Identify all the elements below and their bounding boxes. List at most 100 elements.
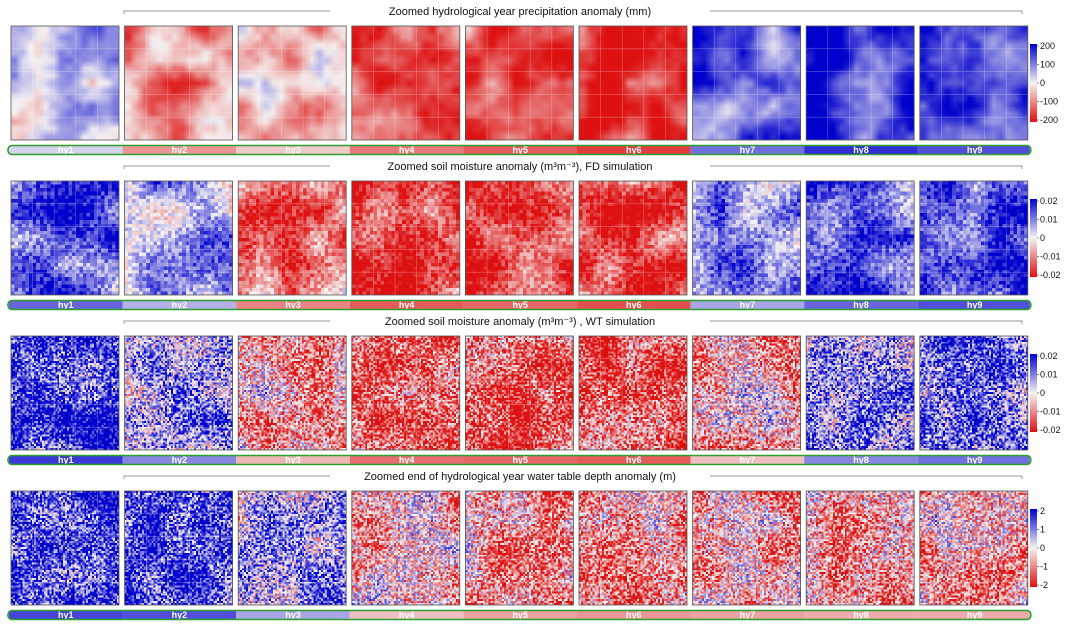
- panel-row-2: Zoomed soil moisture anomaly (m³m⁻³), FD…: [7, 161, 1061, 311]
- panel-title: Zoomed hydrological year precipitation a…: [389, 6, 651, 18]
- year-bar-segment-hy7: [690, 301, 805, 309]
- map-grid: [11, 181, 119, 295]
- map-grid: [579, 181, 687, 295]
- year-bar-segment-hy8: [804, 301, 918, 309]
- map-grid: [238, 181, 347, 295]
- year-label: hy4: [399, 300, 415, 310]
- year-bar-outline: [7, 454, 1032, 466]
- anomaly-map-hy1: [11, 26, 119, 140]
- title-bracket-right: [710, 165, 1023, 169]
- map-frame: [692, 25, 801, 141]
- legend-tick-label: 0: [1040, 78, 1045, 88]
- year-bar-segment-hy4: [349, 146, 464, 154]
- anomaly-map-hy7: [692, 181, 801, 295]
- year-label: hy4: [399, 455, 415, 465]
- anomaly-map-hy5: [465, 181, 574, 295]
- title-bracket-right: [710, 475, 1023, 479]
- year-bar-segment-hy4: [349, 456, 464, 464]
- year-bar-segment-hy4: [349, 301, 464, 309]
- map-grid: [692, 181, 801, 295]
- map-frame: [692, 490, 801, 606]
- year-bar-segment-hy6: [577, 456, 691, 464]
- map-frame: [10, 25, 120, 141]
- year-bar-segment-hy8: [804, 146, 918, 154]
- anomaly-map-hy6: [579, 26, 687, 140]
- map-grid: [351, 26, 460, 140]
- legend-tick-label: 200: [1040, 41, 1055, 51]
- legend-tick-label: 100: [1040, 60, 1055, 70]
- map-frame: [10, 490, 120, 606]
- legend-tick-label: 0.01: [1040, 370, 1058, 380]
- legend-tick-label: -0.01: [1040, 252, 1061, 262]
- map-grid: [351, 181, 460, 295]
- anomaly-map-hy4: [351, 336, 460, 450]
- legend-tick-label: 0.02: [1040, 351, 1058, 361]
- year-bar-segment-hy6: [577, 146, 691, 154]
- map-frame: [919, 490, 1029, 606]
- anomaly-map-hy1: [11, 336, 119, 450]
- map-frame: [805, 490, 915, 606]
- year-bar-segment-hy6: [577, 301, 691, 309]
- year-label: hy6: [626, 300, 642, 310]
- map-frame: [578, 25, 688, 141]
- year-bar-segment-hy9: [917, 301, 1030, 309]
- legend-tick-label: 0: [1040, 233, 1045, 243]
- anomaly-map-hy3: [238, 181, 347, 295]
- year-bar-outline: [7, 144, 1032, 156]
- year-label: hy2: [172, 300, 188, 310]
- map-frame: [124, 335, 233, 451]
- year-label: hy7: [740, 300, 756, 310]
- anomaly-map-hy3: [238, 26, 347, 140]
- year-label: hy5: [512, 455, 528, 465]
- year-label: hy5: [512, 145, 528, 155]
- year-bar-segment-hy9: [917, 146, 1030, 154]
- map-frame: [919, 180, 1029, 296]
- legend-tick-label: 0.01: [1040, 215, 1058, 225]
- year-bar-segment-hy2: [122, 456, 237, 464]
- anomaly-map-hy9: [919, 181, 1028, 295]
- legend-tick-label: -0.02: [1040, 425, 1061, 435]
- year-bar-segment-hy1: [9, 611, 123, 619]
- anomaly-map-hy1: [11, 181, 119, 295]
- anomaly-map-hy7: [692, 26, 801, 140]
- title-bracket-left: [123, 165, 330, 169]
- panel-title: Zoomed soil moisture anomaly (m³m⁻³), FD…: [388, 161, 653, 173]
- title-bracket-right: [710, 320, 1023, 324]
- year-label: hy4: [399, 145, 415, 155]
- legend-tick-label: 1: [1040, 525, 1045, 535]
- map-frame: [10, 335, 120, 451]
- year-bar-segment-hy5: [463, 301, 577, 309]
- year-label: hy2: [172, 610, 188, 620]
- title-bracket-left: [123, 475, 330, 479]
- year-bar-segment-hy1: [9, 146, 123, 154]
- anomaly-map-hy2: [124, 181, 233, 295]
- year-label: hy1: [58, 300, 74, 310]
- anomaly-map-hy9: [919, 336, 1028, 450]
- map-frame: [805, 335, 915, 451]
- year-label: hy1: [58, 145, 74, 155]
- anomaly-map-hy8: [806, 181, 915, 295]
- legend-tick-label: -200: [1040, 115, 1058, 125]
- map-frame: [578, 335, 688, 451]
- anomaly-map-hy4: [351, 26, 460, 140]
- year-label: hy2: [172, 455, 188, 465]
- year-bar-outline: [7, 299, 1032, 311]
- anomaly-map-hy9: [919, 491, 1028, 605]
- map-grid: [806, 181, 915, 295]
- map-frame: [464, 180, 574, 296]
- map-grid: [11, 336, 119, 450]
- map-grid: [692, 336, 801, 450]
- year-label: hy8: [853, 300, 869, 310]
- year-label: hy9: [967, 455, 983, 465]
- title-bracket-right: [710, 10, 1023, 14]
- map-frame: [10, 180, 120, 296]
- anomaly-map-hy6: [579, 181, 687, 295]
- map-grid: [919, 26, 1028, 140]
- year-label: hy9: [967, 300, 983, 310]
- legend-tick-label: -1: [1040, 562, 1048, 572]
- anomaly-map-hy4: [351, 491, 460, 605]
- year-bar-segment-hy7: [690, 611, 805, 619]
- year-label: hy7: [740, 455, 756, 465]
- year-label: hy6: [626, 455, 642, 465]
- legend-tick-label: 0.02: [1040, 196, 1058, 206]
